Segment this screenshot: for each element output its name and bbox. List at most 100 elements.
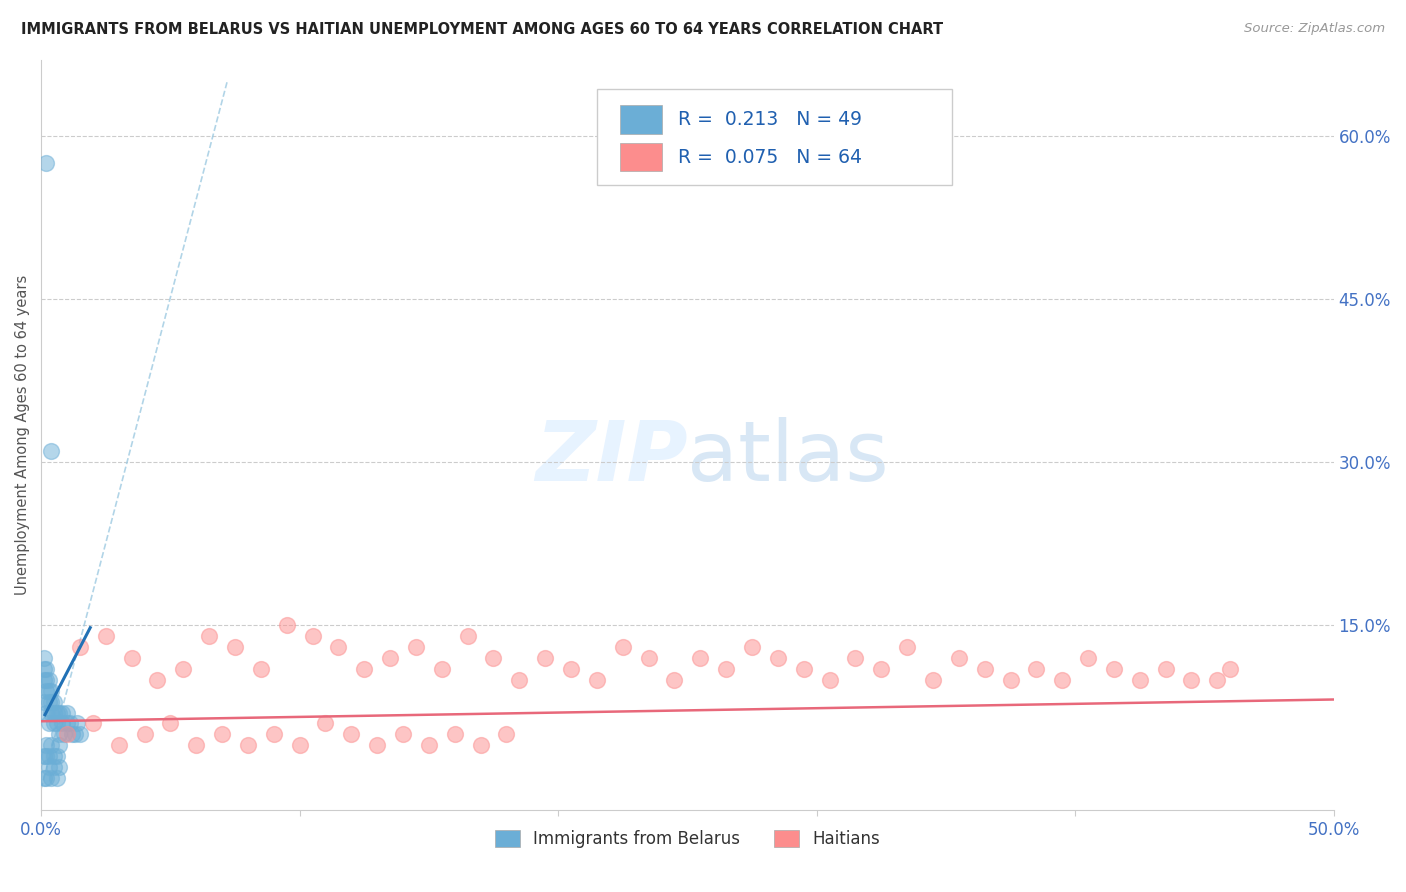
- Point: [1206, 673, 1229, 687]
- Point: [353, 662, 375, 676]
- Point: [495, 727, 517, 741]
- Point: [56, 727, 79, 741]
- Point: [41, 706, 63, 720]
- Point: [38, 749, 60, 764]
- Point: [51, 706, 73, 720]
- Point: [66, 716, 89, 731]
- Text: R =  0.213   N = 49: R = 0.213 N = 49: [678, 111, 862, 129]
- Point: [134, 727, 156, 741]
- Bar: [620, 105, 662, 134]
- Point: [82, 716, 104, 731]
- Point: [41, 683, 63, 698]
- Point: [56, 706, 79, 720]
- Point: [48, 760, 70, 774]
- Point: [1050, 673, 1073, 687]
- Point: [1154, 662, 1177, 676]
- Point: [107, 738, 129, 752]
- Point: [38, 760, 60, 774]
- Point: [48, 706, 70, 720]
- Point: [35, 156, 58, 170]
- Point: [314, 716, 336, 731]
- Point: [32, 771, 55, 785]
- Point: [470, 738, 492, 752]
- Point: [1077, 651, 1099, 665]
- Point: [1180, 673, 1202, 687]
- Point: [69, 727, 91, 741]
- Point: [63, 727, 86, 741]
- Text: ZIP: ZIP: [534, 417, 688, 498]
- Point: [41, 738, 63, 752]
- Point: [94, 629, 117, 643]
- Point: [42, 749, 65, 764]
- Text: IMMIGRANTS FROM BELARUS VS HAITIAN UNEMPLOYMENT AMONG AGES 60 TO 64 YEARS CORREL: IMMIGRANTS FROM BELARUS VS HAITIAN UNEMP…: [21, 22, 943, 37]
- Point: [405, 640, 427, 655]
- Point: [198, 629, 221, 643]
- Point: [42, 760, 65, 774]
- Point: [392, 727, 415, 741]
- Point: [366, 738, 388, 752]
- Text: Source: ZipAtlas.com: Source: ZipAtlas.com: [1244, 22, 1385, 36]
- Point: [637, 651, 659, 665]
- Point: [45, 749, 67, 764]
- Point: [186, 738, 208, 752]
- Point: [69, 640, 91, 655]
- Point: [53, 727, 76, 741]
- Point: [1000, 673, 1022, 687]
- Point: [741, 640, 763, 655]
- Point: [1129, 673, 1152, 687]
- Point: [146, 673, 169, 687]
- Point: [896, 640, 918, 655]
- Point: [508, 673, 530, 687]
- Point: [35, 771, 58, 785]
- Point: [58, 716, 80, 731]
- Point: [35, 738, 58, 752]
- Point: [42, 695, 65, 709]
- Point: [45, 716, 67, 731]
- Point: [172, 662, 194, 676]
- Point: [42, 706, 65, 720]
- Point: [45, 771, 67, 785]
- Point: [48, 738, 70, 752]
- Point: [922, 673, 945, 687]
- Point: [818, 673, 841, 687]
- Point: [236, 738, 259, 752]
- Text: R =  0.075   N = 64: R = 0.075 N = 64: [678, 148, 862, 167]
- Point: [870, 662, 893, 676]
- Point: [586, 673, 609, 687]
- Point: [250, 662, 273, 676]
- Point: [288, 738, 311, 752]
- Point: [211, 727, 233, 741]
- Point: [38, 683, 60, 698]
- Point: [689, 651, 711, 665]
- Point: [328, 640, 350, 655]
- Point: [948, 651, 970, 665]
- Point: [534, 651, 557, 665]
- Point: [35, 662, 58, 676]
- Point: [121, 651, 143, 665]
- Point: [263, 727, 285, 741]
- Point: [45, 706, 67, 720]
- Point: [1219, 662, 1241, 676]
- Point: [41, 695, 63, 709]
- Point: [35, 673, 58, 687]
- Point: [793, 662, 815, 676]
- Point: [42, 716, 65, 731]
- Point: [664, 673, 686, 687]
- Point: [48, 727, 70, 741]
- Point: [32, 673, 55, 687]
- Point: [32, 749, 55, 764]
- Point: [60, 727, 83, 741]
- Point: [35, 749, 58, 764]
- Point: [1102, 662, 1125, 676]
- Point: [38, 716, 60, 731]
- Point: [430, 662, 453, 676]
- FancyBboxPatch shape: [598, 89, 952, 185]
- Point: [443, 727, 465, 741]
- Bar: [620, 143, 662, 171]
- Point: [276, 618, 298, 632]
- Point: [340, 727, 363, 741]
- Point: [35, 706, 58, 720]
- Point: [457, 629, 479, 643]
- Point: [159, 716, 181, 731]
- Point: [32, 651, 55, 665]
